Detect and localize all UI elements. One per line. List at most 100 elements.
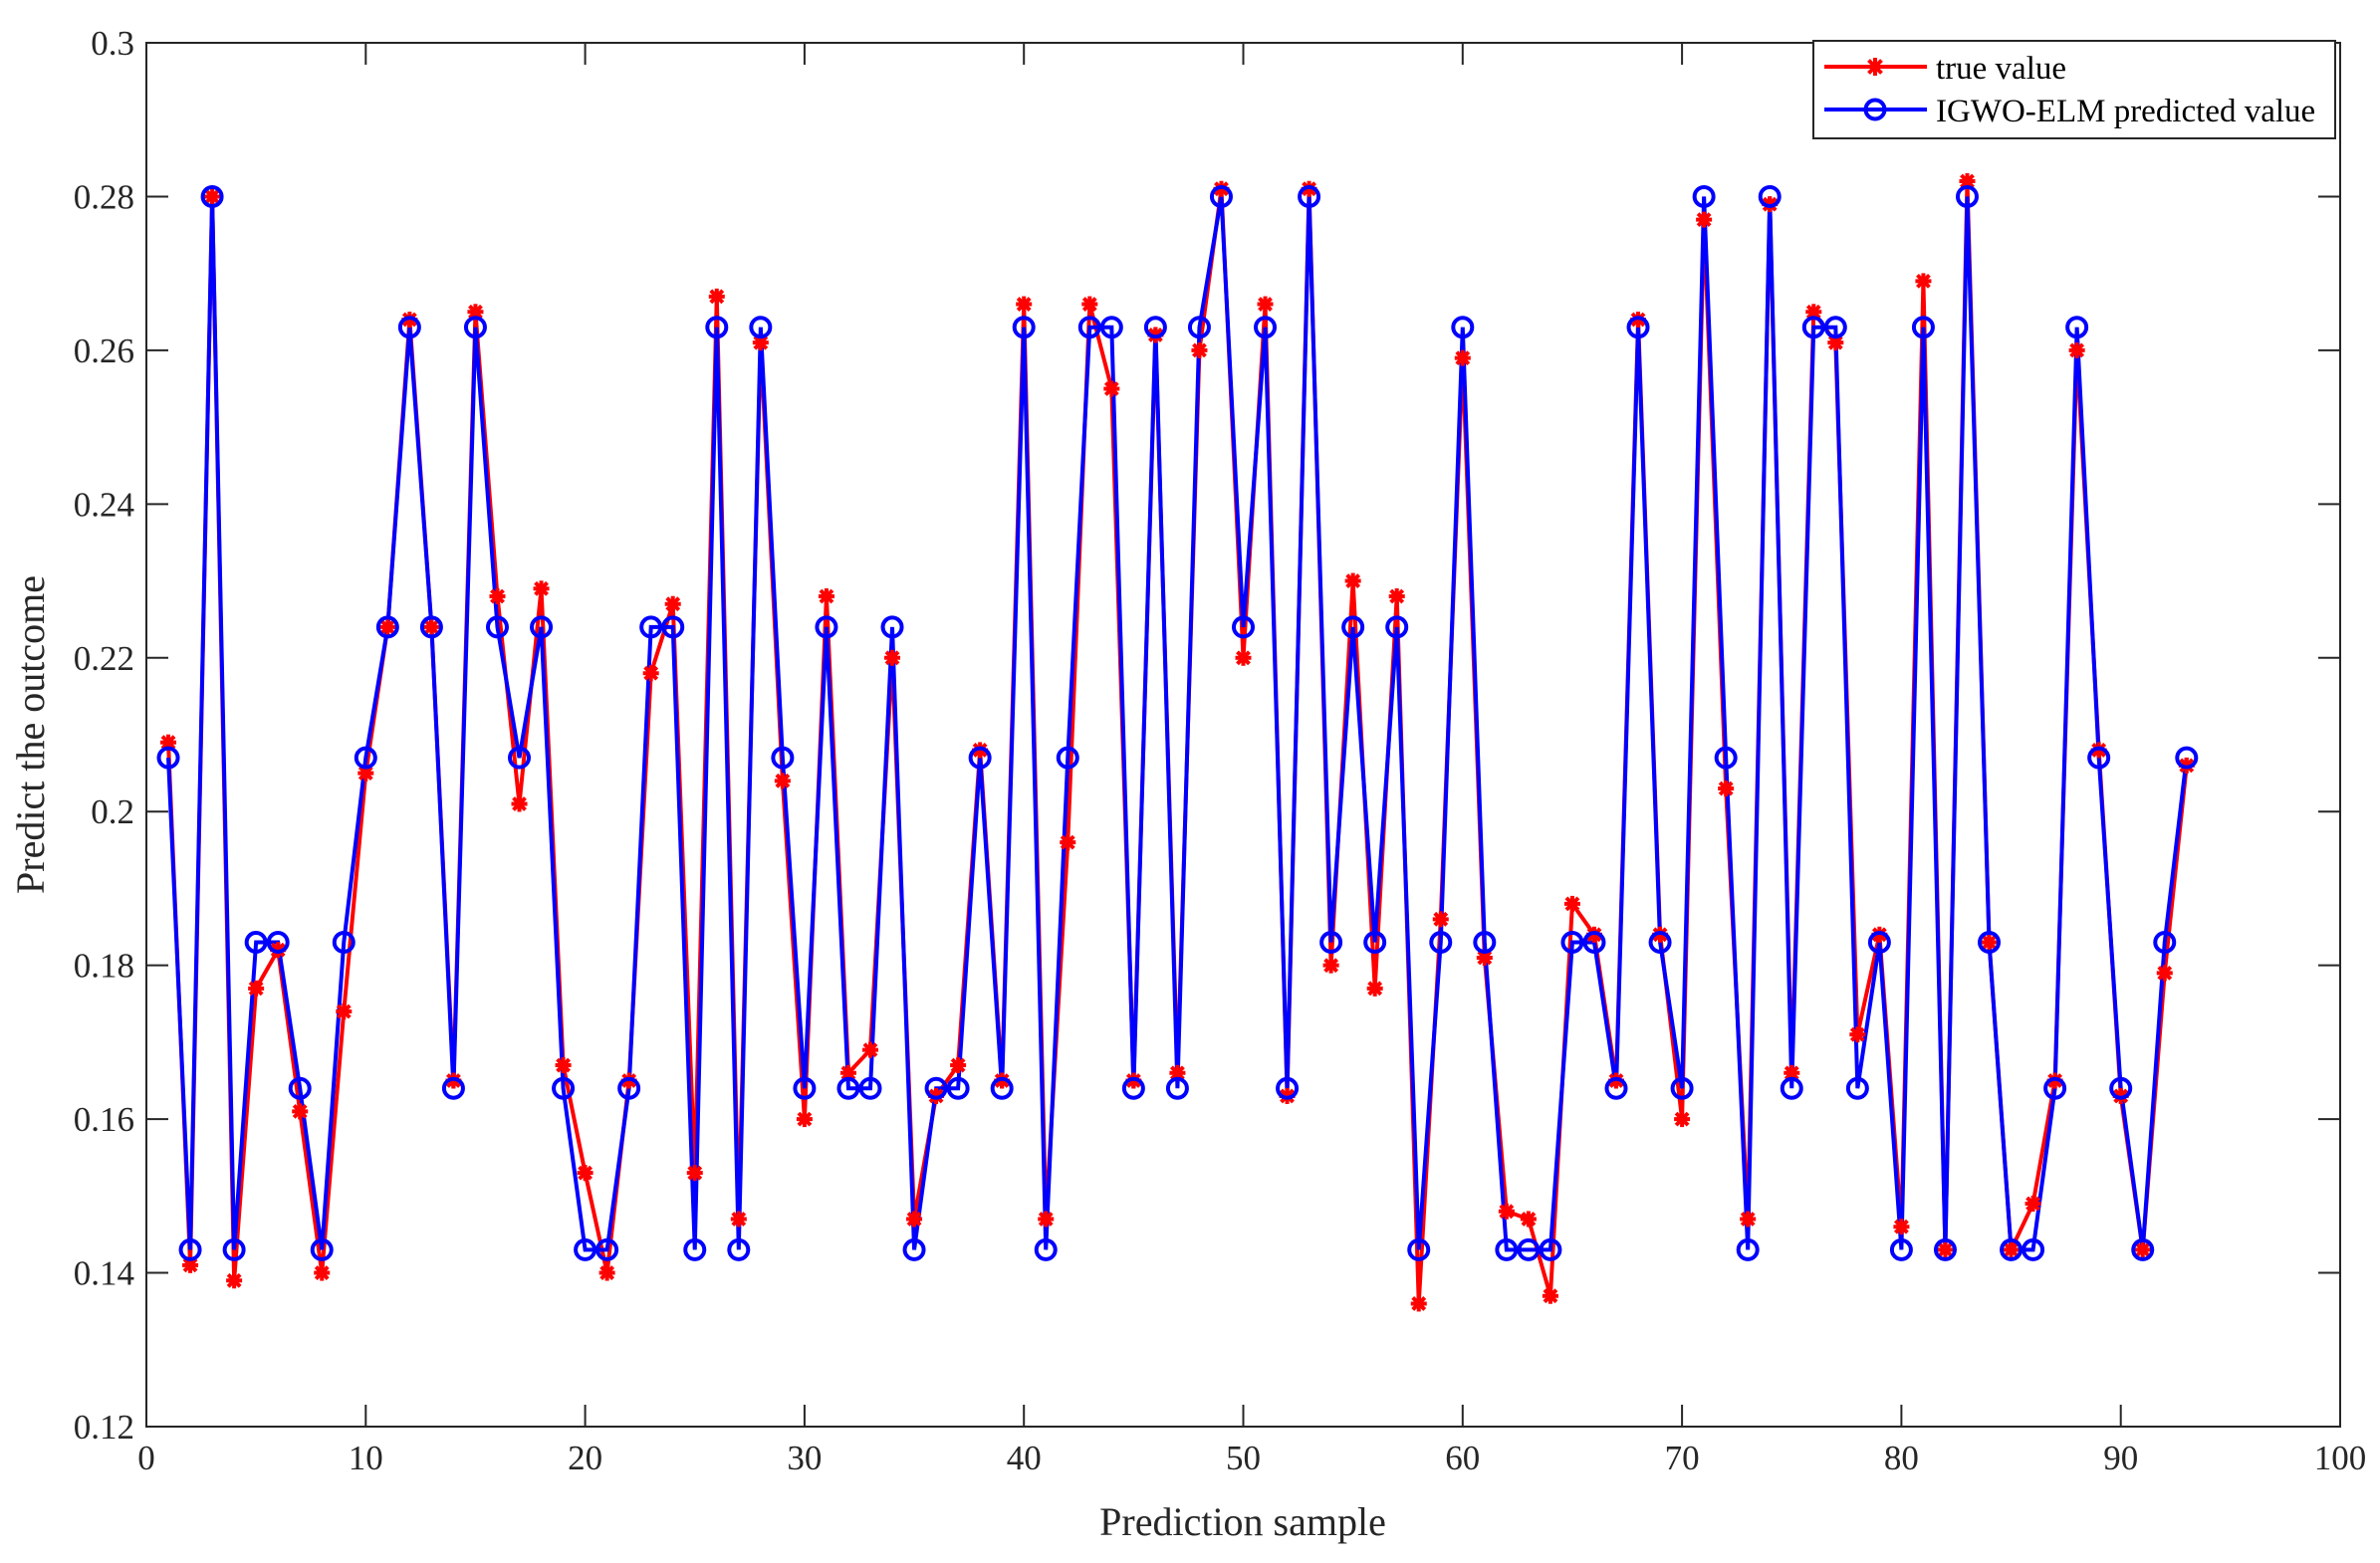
x-tick-label: 50 bbox=[1226, 1439, 1261, 1477]
point-predicted-value bbox=[1604, 1076, 1628, 1100]
point-true-value bbox=[752, 335, 769, 351]
y-tick-label: 0.24 bbox=[74, 485, 134, 524]
point-predicted-value bbox=[244, 931, 268, 954]
point-predicted-value bbox=[617, 1076, 641, 1100]
point-predicted-value bbox=[1517, 1237, 1541, 1261]
point-predicted-value bbox=[2043, 1076, 2067, 1100]
y-axis-title: Predict the outcome bbox=[8, 575, 53, 894]
y-tick-label: 0.3 bbox=[91, 24, 134, 63]
point-true-value bbox=[2134, 1241, 2151, 1258]
point-true-value bbox=[1191, 341, 1208, 358]
point-predicted-value bbox=[1780, 1076, 1803, 1100]
point-true-value bbox=[1060, 834, 1076, 851]
series-markers bbox=[156, 173, 2199, 1312]
legend-label-true-value: true value bbox=[1936, 51, 2066, 87]
point-true-value bbox=[1038, 1211, 1055, 1228]
point-true-value bbox=[708, 288, 725, 305]
point-predicted-value bbox=[1736, 1237, 1760, 1261]
y-tick-label: 0.2 bbox=[91, 792, 134, 831]
point-true-value bbox=[489, 588, 506, 604]
point-predicted-value bbox=[288, 1076, 312, 1100]
point-predicted-value bbox=[1012, 316, 1036, 339]
point-predicted-value bbox=[1648, 931, 1672, 954]
point-true-value bbox=[1915, 273, 1932, 290]
x-tick-label: 40 bbox=[1007, 1439, 1042, 1477]
point-predicted-value bbox=[1407, 1237, 1431, 1261]
point-true-value bbox=[1410, 1295, 1427, 1312]
point-true-value bbox=[664, 595, 681, 612]
point-predicted-value bbox=[705, 316, 729, 339]
point-predicted-value bbox=[683, 1237, 707, 1261]
point-true-value bbox=[950, 1057, 967, 1074]
point-predicted-value bbox=[1978, 931, 2002, 954]
point-true-value bbox=[2156, 965, 2173, 982]
point-predicted-value bbox=[1473, 931, 1497, 954]
point-predicted-value bbox=[2131, 1237, 2155, 1261]
point-true-value bbox=[1563, 895, 1580, 912]
point-predicted-value bbox=[1670, 1076, 1694, 1100]
legend-marker-predicted-value bbox=[1863, 98, 1887, 121]
point-predicted-value bbox=[990, 1076, 1014, 1100]
point-predicted-value bbox=[1823, 316, 1847, 339]
point-predicted-value bbox=[1867, 931, 1891, 954]
point-true-value bbox=[1322, 957, 1339, 974]
point-predicted-value bbox=[1121, 1076, 1145, 1100]
y-tick-label: 0.22 bbox=[74, 639, 134, 678]
point-predicted-value bbox=[661, 615, 685, 639]
y-tick-label: 0.28 bbox=[74, 177, 134, 216]
legend: true value IGWO-ELM predicted value bbox=[1812, 40, 2336, 139]
point-true-value bbox=[598, 1264, 615, 1281]
point-true-value bbox=[204, 188, 221, 205]
point-true-value bbox=[1520, 1211, 1537, 1228]
point-predicted-value bbox=[1363, 931, 1387, 954]
point-predicted-value bbox=[1801, 316, 1825, 339]
legend-marker-true-value bbox=[1866, 58, 1884, 76]
series-line-predicted-value bbox=[166, 196, 2189, 1252]
point-predicted-value bbox=[1911, 316, 1935, 339]
point-predicted-value bbox=[419, 615, 443, 639]
point-predicted-value bbox=[1209, 184, 1233, 208]
point-true-value bbox=[182, 1256, 199, 1273]
x-tick-label: 20 bbox=[568, 1439, 602, 1477]
point-true-value bbox=[1718, 781, 1735, 797]
point-predicted-value bbox=[1626, 316, 1650, 339]
point-true-value bbox=[818, 588, 834, 604]
point-true-value bbox=[533, 580, 550, 597]
point-predicted-value bbox=[2000, 1237, 2023, 1261]
point-predicted-value bbox=[968, 746, 992, 770]
point-predicted-value bbox=[552, 1076, 576, 1100]
x-tick-label: 60 bbox=[1445, 1439, 1480, 1477]
x-ticks: 0 10 20 30 40 50 60 70 80 90 100 bbox=[137, 43, 2366, 1477]
point-true-value bbox=[1081, 296, 1098, 313]
point-true-value bbox=[314, 1264, 331, 1281]
point-predicted-value bbox=[1276, 1076, 1300, 1100]
point-true-value bbox=[1696, 211, 1713, 228]
point-true-value bbox=[1981, 934, 1998, 951]
point-predicted-value bbox=[200, 184, 224, 208]
point-predicted-value bbox=[1187, 316, 1211, 339]
point-true-value bbox=[1498, 1203, 1515, 1220]
point-true-value bbox=[1937, 1241, 1954, 1258]
point-predicted-value bbox=[815, 615, 838, 639]
point-true-value bbox=[861, 1041, 878, 1058]
point-predicted-value bbox=[727, 1237, 751, 1261]
point-true-value bbox=[730, 1211, 747, 1228]
x-tick-label: 0 bbox=[137, 1439, 155, 1477]
point-true-value bbox=[379, 618, 396, 635]
point-predicted-value bbox=[1077, 316, 1101, 339]
point-predicted-value bbox=[156, 746, 180, 770]
point-true-value bbox=[1454, 349, 1471, 366]
point-true-value bbox=[577, 1165, 594, 1182]
point-predicted-value bbox=[178, 1237, 202, 1261]
point-predicted-value bbox=[1099, 316, 1123, 339]
point-predicted-value bbox=[2065, 316, 2089, 339]
point-predicted-value bbox=[1034, 1237, 1058, 1261]
point-predicted-value bbox=[508, 746, 532, 770]
point-predicted-value bbox=[1560, 931, 1584, 954]
point-true-value bbox=[839, 1064, 856, 1081]
point-true-value bbox=[1257, 296, 1274, 313]
point-true-value bbox=[1344, 572, 1361, 589]
point-predicted-value bbox=[2087, 746, 2111, 770]
point-predicted-value bbox=[310, 1237, 334, 1261]
point-predicted-value bbox=[1955, 184, 1979, 208]
